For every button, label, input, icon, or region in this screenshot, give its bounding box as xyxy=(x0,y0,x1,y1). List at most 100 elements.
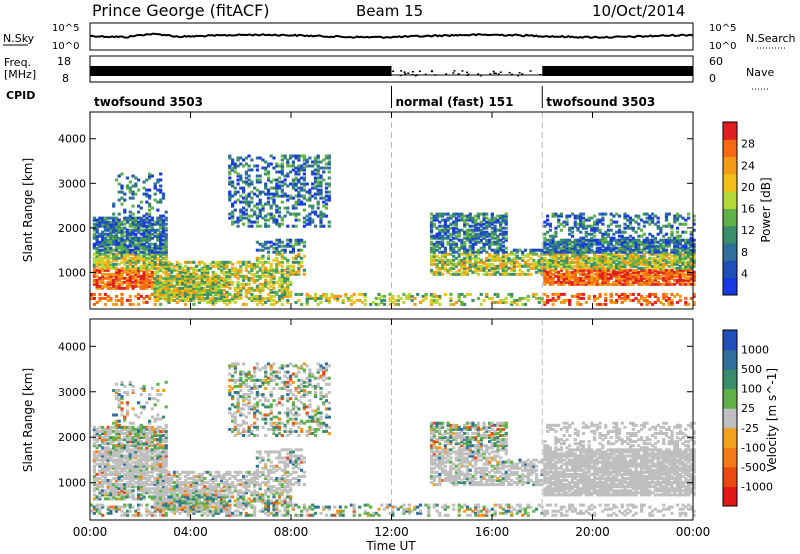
heatmap-cell xyxy=(628,264,633,268)
heatmap-cell xyxy=(222,284,226,288)
heatmap-cell xyxy=(305,198,309,202)
heatmap-cell xyxy=(438,296,442,300)
heatmap-cell xyxy=(92,497,96,501)
heatmap-cell xyxy=(482,218,486,222)
heatmap-cell xyxy=(208,280,212,284)
heatmap-cell xyxy=(211,274,215,278)
heatmap-cell xyxy=(551,278,555,282)
heatmap-cell xyxy=(120,446,124,450)
heatmap-cell xyxy=(656,298,660,302)
heatmap-cell xyxy=(125,483,130,487)
heatmap-cell xyxy=(125,444,130,448)
heatmap-cell xyxy=(275,164,279,168)
heatmap-cell xyxy=(587,216,591,220)
heatmap-cell xyxy=(675,246,680,250)
heatmap-cell xyxy=(612,272,616,276)
cpid-label: CPID xyxy=(6,89,35,102)
heatmap-cell xyxy=(656,240,660,244)
heatmap-cell xyxy=(242,212,246,216)
heatmap-cell xyxy=(587,296,591,300)
heatmap-cell xyxy=(681,280,685,284)
heatmap-cell xyxy=(546,258,550,262)
heatmap-cell xyxy=(123,216,127,220)
heatmap-cell xyxy=(493,292,497,296)
heatmap-cell xyxy=(142,278,146,282)
heatmap-cell xyxy=(125,278,130,282)
heatmap-cell xyxy=(95,472,99,476)
heatmap-cell xyxy=(662,278,666,282)
heatmap-cell xyxy=(242,262,246,266)
heatmap-cell xyxy=(269,244,273,248)
heatmap-cell xyxy=(219,284,224,288)
heatmap-cell xyxy=(247,260,251,264)
heatmap-cell xyxy=(565,252,569,256)
heatmap-cell xyxy=(103,292,107,296)
heatmap-cell xyxy=(336,294,340,298)
heatmap-cell xyxy=(148,294,152,298)
heatmap-cell xyxy=(186,286,190,290)
heatmap-cell xyxy=(159,234,163,238)
heatmap-cell xyxy=(601,248,605,252)
heatmap-cell xyxy=(438,256,442,260)
heatmap-cell xyxy=(673,256,677,260)
heatmap-cell xyxy=(590,278,594,282)
heatmap-cell xyxy=(474,234,478,238)
heatmap-cell xyxy=(123,208,127,212)
heatmap-cell xyxy=(139,200,143,204)
heatmap-cell xyxy=(457,230,461,234)
heatmap-cell xyxy=(457,232,461,236)
heatmap-cell xyxy=(103,493,107,497)
heatmap-cell xyxy=(250,168,254,172)
heatmap-cell xyxy=(286,184,290,188)
heatmap-cell xyxy=(125,250,130,254)
heatmap-cell xyxy=(109,432,113,435)
heatmap-cell xyxy=(117,218,121,222)
heatmap-cell xyxy=(112,485,116,489)
heatmap-cell xyxy=(137,252,141,256)
heatmap-cell xyxy=(615,300,619,304)
heatmap-cell xyxy=(233,190,237,194)
heatmap-cell xyxy=(159,296,163,300)
heatmap-cell xyxy=(617,224,622,228)
heatmap-cell xyxy=(601,250,605,254)
heatmap-cell xyxy=(673,294,677,298)
heatmap-cell xyxy=(468,238,472,242)
heatmap-cell xyxy=(656,216,660,220)
heatmap-cell xyxy=(579,218,583,222)
heatmap-cell xyxy=(236,182,240,186)
heatmap-cell xyxy=(429,298,434,302)
heatmap-cell xyxy=(490,236,494,240)
heatmap-cell xyxy=(148,272,152,276)
heatmap-cell xyxy=(429,294,434,298)
heatmap-cell xyxy=(244,276,248,280)
heatmap-cell xyxy=(98,509,102,513)
heatmap-cell xyxy=(468,256,472,260)
heatmap-cell xyxy=(681,248,685,252)
heatmap-cell xyxy=(125,252,130,256)
nsearch-scale-top: 10^5 xyxy=(709,23,736,34)
heatmap-cell xyxy=(103,262,107,266)
heatmap-cell xyxy=(609,300,613,304)
heatmap-cell xyxy=(247,278,251,282)
heatmap-cell xyxy=(587,270,591,274)
heatmap-cell xyxy=(178,298,182,302)
heatmap-cell xyxy=(656,296,660,300)
heatmap-cell xyxy=(170,298,174,302)
heatmap-cell xyxy=(565,272,569,276)
heatmap-cell xyxy=(139,222,143,226)
nsky-panel: N.Sky 10^5 10^0 10^5 10^0 N.Search xyxy=(3,22,796,52)
heatmap-cell xyxy=(258,156,262,160)
heatmap-cell xyxy=(601,268,605,272)
heatmap-cell xyxy=(620,242,624,246)
heatmap-cell xyxy=(236,272,240,276)
heatmap-cell xyxy=(269,186,273,190)
heatmap-cell xyxy=(112,440,116,444)
heatmap-cell xyxy=(305,218,309,222)
heatmap-cell xyxy=(322,212,326,216)
heatmap-cell xyxy=(637,300,641,304)
heatmap-cell xyxy=(678,298,682,302)
heatmap-cell xyxy=(557,262,561,266)
heatmap-cell xyxy=(106,462,110,466)
heatmap-cell xyxy=(557,276,561,280)
heatmap-cell xyxy=(568,270,572,274)
